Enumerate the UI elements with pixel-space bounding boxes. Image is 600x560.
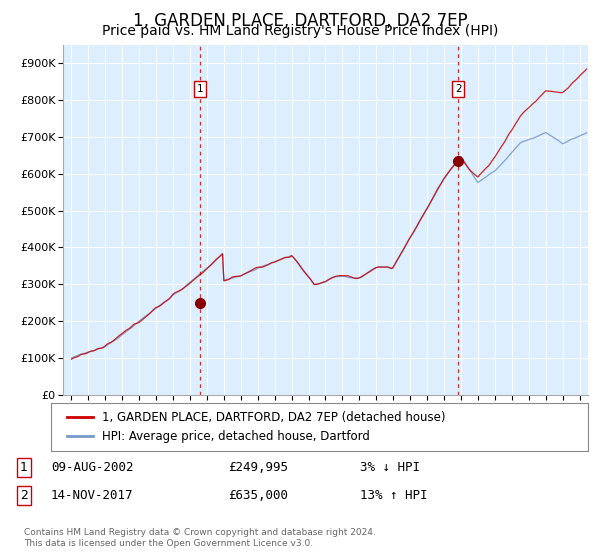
Text: 1: 1 — [197, 84, 203, 94]
Text: £635,000: £635,000 — [228, 489, 288, 502]
Text: 09-AUG-2002: 09-AUG-2002 — [51, 461, 133, 474]
Text: 1, GARDEN PLACE, DARTFORD, DA2 7EP: 1, GARDEN PLACE, DARTFORD, DA2 7EP — [133, 12, 467, 30]
Text: 13% ↑ HPI: 13% ↑ HPI — [360, 489, 427, 502]
Text: 14-NOV-2017: 14-NOV-2017 — [51, 489, 133, 502]
Legend: 1, GARDEN PLACE, DARTFORD, DA2 7EP (detached house), HPI: Average price, detache: 1, GARDEN PLACE, DARTFORD, DA2 7EP (deta… — [62, 407, 451, 447]
Text: 1: 1 — [20, 461, 28, 474]
Text: Contains HM Land Registry data © Crown copyright and database right 2024.
This d: Contains HM Land Registry data © Crown c… — [24, 528, 376, 548]
Text: £249,995: £249,995 — [228, 461, 288, 474]
Text: 2: 2 — [455, 84, 461, 94]
Text: Price paid vs. HM Land Registry's House Price Index (HPI): Price paid vs. HM Land Registry's House … — [102, 24, 498, 38]
Text: 3% ↓ HPI: 3% ↓ HPI — [360, 461, 420, 474]
Text: 2: 2 — [20, 489, 28, 502]
